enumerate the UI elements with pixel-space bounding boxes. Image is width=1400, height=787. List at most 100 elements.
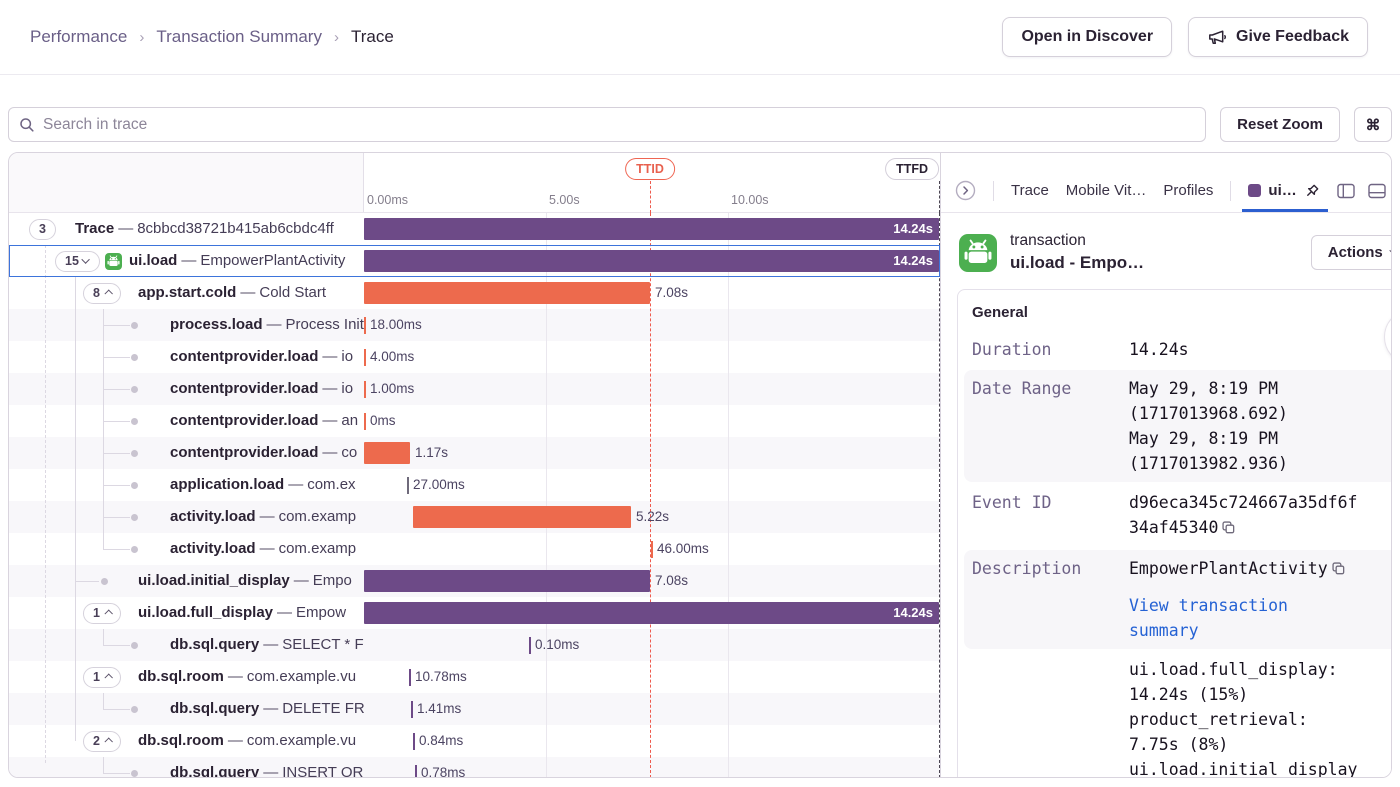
actions-label: Actions bbox=[1328, 244, 1383, 261]
ttid-marker-pill: TTID bbox=[625, 158, 675, 180]
span-duration-label: 0ms bbox=[370, 405, 396, 437]
span-bar[interactable] bbox=[364, 442, 410, 464]
open-in-discover-label: Open in Discover bbox=[1021, 28, 1153, 46]
span-label: db.sql.query—INSERT OR bbox=[170, 757, 363, 778]
span-bar[interactable]: 14.24s bbox=[364, 602, 939, 624]
detail-row-label: Description bbox=[972, 556, 1129, 643]
span-tick[interactable] bbox=[415, 765, 417, 778]
tab-profiles[interactable]: Profiles bbox=[1163, 182, 1213, 199]
breadcrumb-transaction-summary[interactable]: Transaction Summary bbox=[156, 27, 322, 47]
trace-row[interactable]: contentprovider.load—io1.00ms bbox=[9, 373, 940, 405]
trace-row-timeline: 1.00ms bbox=[364, 373, 940, 405]
search-box[interactable] bbox=[8, 107, 1206, 142]
span-bar[interactable] bbox=[364, 282, 650, 304]
span-count-pill[interactable]: 8 bbox=[83, 283, 121, 304]
span-bar[interactable] bbox=[413, 506, 631, 528]
trace-row[interactable]: contentprovider.load—io4.00ms bbox=[9, 341, 940, 373]
reset-zoom-button[interactable]: Reset Zoom bbox=[1220, 107, 1340, 142]
trace-row[interactable]: 15 ui.load—EmpowerPlantActivity14.24s bbox=[9, 245, 940, 277]
span-count-pill[interactable]: 15 bbox=[55, 251, 100, 272]
trace-row[interactable]: db.sql.query—SELECT * F0.10ms bbox=[9, 629, 940, 661]
detail-row-value: May 29, 8:19 PM (1717013968.692)May 29, … bbox=[1129, 376, 1361, 476]
detail-row-line: May 29, 8:19 PM (1717013982.936) bbox=[1129, 426, 1361, 476]
view-transaction-summary-link[interactable]: View transaction summary bbox=[1129, 593, 1361, 643]
trace-row[interactable]: activity.load—com.examp46.00ms bbox=[9, 533, 940, 565]
tree-node-dot bbox=[131, 642, 138, 649]
detail-row: Duration14.24s bbox=[958, 331, 1392, 368]
span-tick[interactable] bbox=[364, 413, 366, 430]
breadcrumb: Performance › Transaction Summary › Trac… bbox=[30, 27, 394, 47]
megaphone-icon bbox=[1207, 27, 1227, 47]
breadcrumb-separator: › bbox=[139, 29, 144, 46]
trace-row[interactable]: db.sql.query—DELETE FR1.41ms bbox=[9, 693, 940, 725]
android-icon bbox=[959, 234, 997, 272]
tree-node-dot bbox=[131, 386, 138, 393]
span-label: activity.load—com.examp bbox=[170, 533, 356, 565]
trace-row-timeline: 5.22s bbox=[364, 501, 940, 533]
actions-button[interactable]: Actions bbox=[1311, 235, 1392, 270]
collapse-panel-icon[interactable] bbox=[955, 180, 976, 201]
trace-row[interactable]: 2db.sql.room—com.example.vu0.84ms bbox=[9, 725, 940, 757]
page-header: Performance › Transaction Summary › Trac… bbox=[0, 0, 1400, 75]
span-tick[interactable] bbox=[411, 701, 413, 718]
axis-tick-label: 0.00ms bbox=[367, 193, 408, 207]
pin-icon[interactable] bbox=[1304, 183, 1320, 199]
span-color-swatch bbox=[1248, 184, 1261, 197]
span-tick[interactable] bbox=[529, 637, 531, 654]
trace-row-tree: 2db.sql.room—com.example.vu bbox=[9, 725, 364, 757]
tree-connector bbox=[103, 645, 130, 646]
tab-trace[interactable]: Trace bbox=[1011, 182, 1049, 199]
span-count-pill[interactable]: 3 bbox=[29, 219, 56, 240]
open-in-discover-button[interactable]: Open in Discover bbox=[1002, 17, 1172, 57]
transaction-title: ui.load - Empo… bbox=[1010, 253, 1144, 273]
dock-bottom-icon[interactable] bbox=[1368, 183, 1386, 199]
ttfd-marker-line bbox=[939, 181, 940, 213]
tree-node-dot bbox=[131, 354, 138, 361]
span-bar[interactable]: 14.24s bbox=[364, 250, 939, 272]
trace-row[interactable]: 1ui.load.full_display—Empow14.24s bbox=[9, 597, 940, 629]
tree-node-dot bbox=[131, 514, 138, 521]
tree-connector bbox=[103, 325, 130, 326]
span-tick[interactable] bbox=[364, 381, 366, 398]
span-duration-label: 14.24s bbox=[893, 218, 933, 240]
axis-tick-label: 5.00s bbox=[549, 193, 580, 207]
span-tick[interactable] bbox=[413, 733, 415, 750]
trace-row[interactable]: application.load—com.ex27.00ms bbox=[9, 469, 940, 501]
trace-row[interactable]: contentprovider.load—an0ms bbox=[9, 405, 940, 437]
trace-row-tree: db.sql.query—INSERT OR bbox=[9, 757, 364, 778]
span-count-pill[interactable]: 2 bbox=[83, 731, 121, 752]
tab-mobile-vitals[interactable]: Mobile Vit… bbox=[1066, 182, 1147, 199]
tree-connector bbox=[103, 517, 130, 518]
detail-row-line: ui.load.full_display: 14.24s (15%) bbox=[1129, 657, 1361, 707]
trace-row-tree: contentprovider.load—an bbox=[9, 405, 364, 437]
span-bar[interactable] bbox=[364, 570, 650, 592]
breadcrumb-performance[interactable]: Performance bbox=[30, 27, 127, 47]
give-feedback-button[interactable]: Give Feedback bbox=[1188, 17, 1368, 57]
span-count-pill[interactable]: 1 bbox=[83, 667, 121, 688]
trace-row[interactable]: activity.load—com.examp5.22s bbox=[9, 501, 940, 533]
span-tick[interactable] bbox=[364, 349, 366, 366]
trace-row[interactable]: 3 Trace—8cbbcd38721b415ab6cbdc4ff 14.24s bbox=[9, 213, 940, 245]
shortcuts-button[interactable]: ⌘ bbox=[1354, 107, 1392, 142]
search-input[interactable] bbox=[43, 116, 1195, 134]
span-bar[interactable]: 14.24s bbox=[364, 218, 939, 240]
copy-icon[interactable] bbox=[1331, 558, 1346, 583]
trace-row[interactable]: 8app.start.cold—Cold Start7.08s bbox=[9, 277, 940, 309]
trace-row[interactable]: 1db.sql.room—com.example.vu10.78ms bbox=[9, 661, 940, 693]
span-count-pill[interactable]: 1 bbox=[83, 603, 121, 624]
span-tick[interactable] bbox=[407, 477, 409, 494]
trace-row[interactable]: process.load—Process Init18.00ms bbox=[9, 309, 940, 341]
trace-row[interactable]: db.sql.query—INSERT OR0.78ms bbox=[9, 757, 940, 778]
trace-row-timeline: 0.10ms bbox=[364, 629, 940, 661]
span-tick[interactable] bbox=[409, 669, 411, 686]
general-heading: General bbox=[958, 302, 1392, 331]
copy-icon[interactable] bbox=[1221, 517, 1236, 542]
span-label: Trace—8cbbcd38721b415ab6cbdc4ff bbox=[75, 213, 334, 245]
span-tick[interactable] bbox=[364, 317, 366, 334]
trace-row[interactable]: contentprovider.load—co1.17s bbox=[9, 437, 940, 469]
trace-row[interactable]: ui.load.initial_display—Empo7.08s bbox=[9, 565, 940, 597]
tab-ui-load-active[interactable]: ui… bbox=[1248, 182, 1319, 199]
span-tick[interactable] bbox=[651, 541, 653, 558]
dock-left-icon[interactable] bbox=[1337, 183, 1355, 199]
axis-tick-label: 10.00s bbox=[731, 193, 769, 207]
